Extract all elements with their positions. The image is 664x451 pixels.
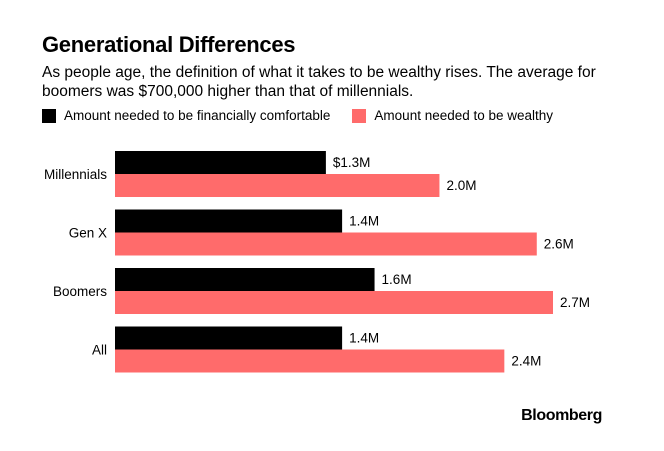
bar-millennials-wealthy — [115, 174, 440, 197]
chart-legend: Amount needed to be financially comforta… — [42, 108, 575, 123]
bar-boomers-comfortable — [115, 268, 375, 291]
bloomberg-logo: Bloomberg — [521, 407, 602, 424]
data-label-millennials-wealthy: 2.0M — [446, 178, 476, 193]
legend-item-comfortable: Amount needed to be financially comforta… — [42, 108, 330, 123]
legend-label-comfortable: Amount needed to be financially comforta… — [64, 108, 331, 123]
data-label-boomers-wealthy: 2.7M — [560, 295, 590, 310]
data-label-all-comfortable: 1.4M — [349, 331, 379, 346]
data-label-boomers-comfortable: 1.6M — [382, 272, 412, 287]
legend-label-wealthy: Amount needed to be wealthy — [374, 108, 554, 123]
category-label-boomers: Boomers — [53, 284, 107, 299]
category-label-gen-x: Gen X — [69, 226, 107, 241]
bar-boomers-wealthy — [115, 291, 553, 314]
bar-all-wealthy — [115, 349, 505, 373]
legend-item-wealthy: Amount needed to be wealthy — [352, 108, 553, 123]
chart-subtitle: As people age, the definition of what it… — [42, 64, 596, 100]
category-label-all: All — [92, 343, 107, 358]
bar-millennials-comfortable — [115, 151, 326, 174]
category-label-millennials: Millennials — [44, 167, 107, 182]
data-label-all-wealthy: 2.4M — [511, 354, 541, 369]
legend-swatch-wealthy — [352, 108, 367, 123]
bar-all-comfortable — [115, 326, 343, 350]
bar-gen-x-wealthy — [115, 232, 537, 256]
chart-title: Generational Differences — [42, 32, 296, 57]
data-label-gen-x-comfortable: 1.4M — [349, 214, 379, 229]
bar-gen-x-comfortable — [115, 209, 343, 233]
legend-swatch-comfortable — [42, 108, 56, 123]
data-label-millennials-comfortable: $1.3M — [333, 155, 371, 170]
data-label-gen-x-wealthy: 2.6M — [544, 237, 574, 252]
